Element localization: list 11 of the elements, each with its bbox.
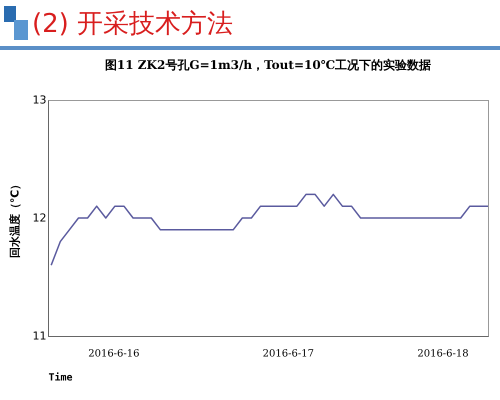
y-tick-label: 11 [32,330,46,342]
x-tick-label: 2016-6-18 [417,348,469,360]
chart-subtitle: 图11 ZK2号孔G=1m3/h，Tout=10℃工况下的实验数据 [104,58,432,72]
line-series [50,194,489,266]
y-axis-title: 回水温度（℃） [8,178,22,258]
x-axis-title: Time [48,372,73,384]
x-tick-label: 2016-6-17 [262,348,314,360]
chart-title: (2) 开采技术方法 [32,8,234,41]
y-tick-label: 12 [32,212,46,224]
y-tick-label: 13 [32,94,46,106]
x-tick-label: 2016-6-16 [88,348,140,360]
